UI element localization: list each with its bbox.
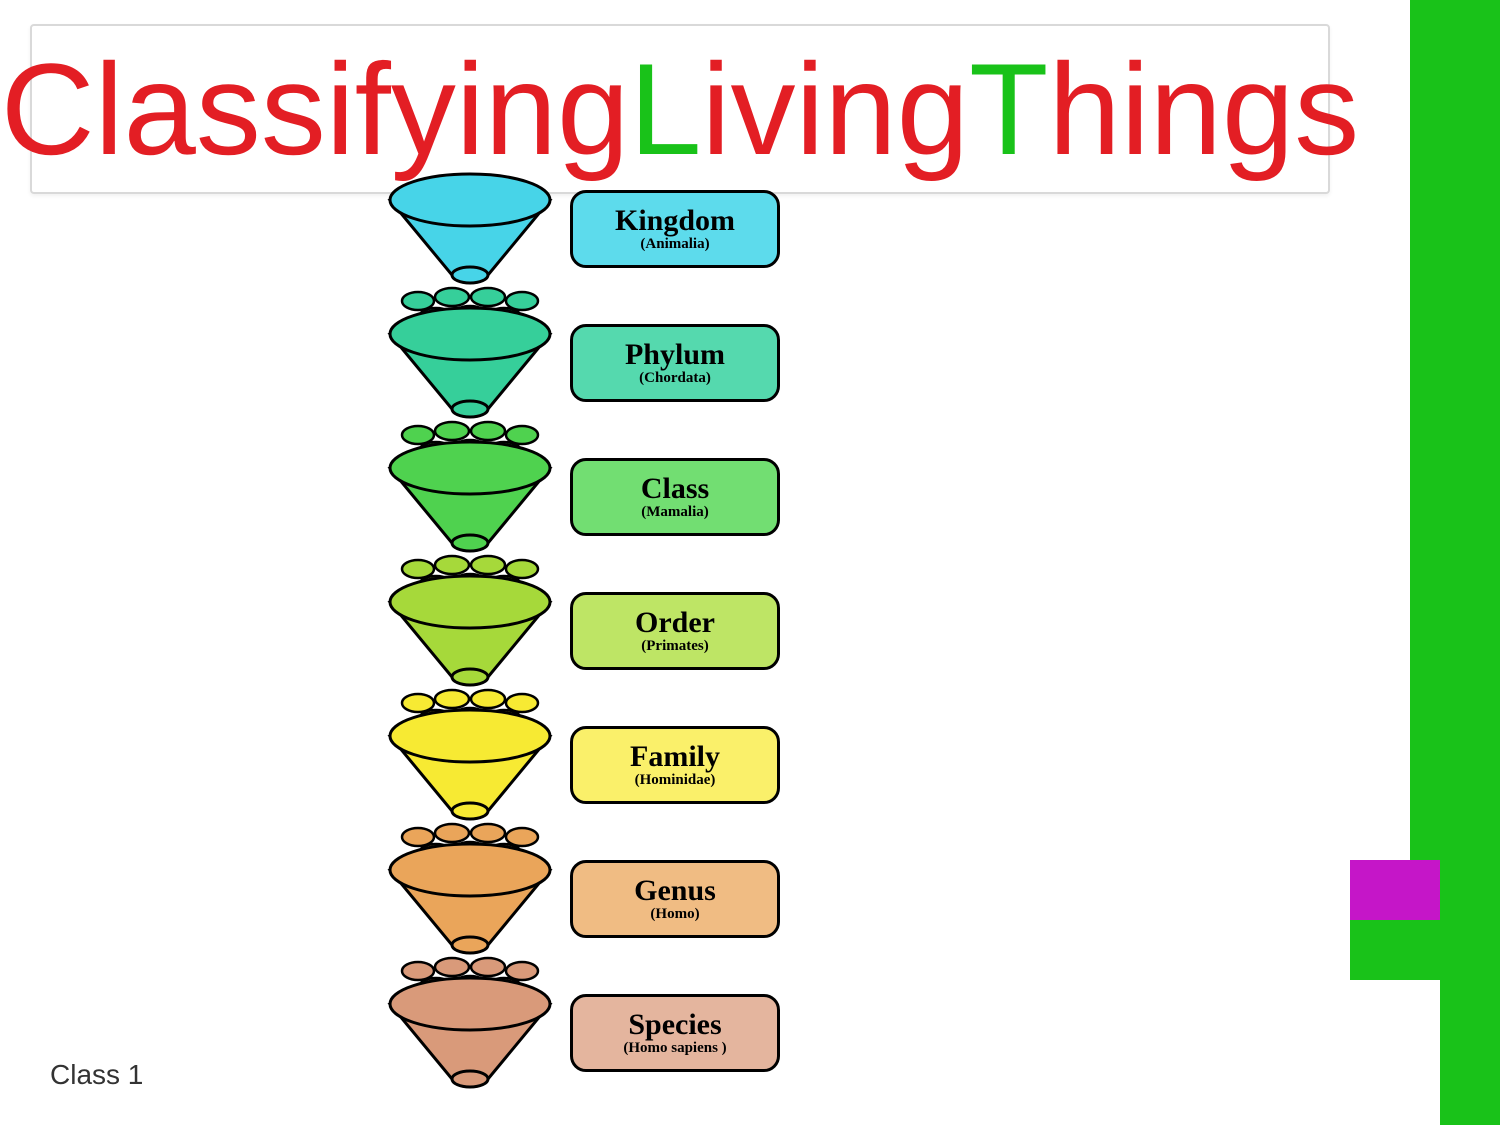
taxonomy-label-box: Order(Primates) bbox=[570, 592, 780, 670]
title-segment: hings bbox=[1048, 44, 1359, 174]
taxonomy-label-box: Family(Hominidae) bbox=[570, 726, 780, 804]
taxonomy-level-title: Genus bbox=[634, 876, 716, 907]
side-bar-green-inner bbox=[1410, 0, 1440, 860]
title-segment: L bbox=[629, 44, 701, 174]
taxonomy-level-sub: (Homo sapiens ) bbox=[623, 1041, 726, 1056]
taxonomy-label-box: Class(Mamalia) bbox=[570, 458, 780, 536]
taxonomy-level-kingdom: Kingdom(Animalia) bbox=[370, 180, 790, 314]
side-bar-magenta bbox=[1350, 860, 1440, 920]
taxonomy-level-title: Kingdom bbox=[615, 206, 735, 237]
taxonomy-label-box: Genus(Homo) bbox=[570, 860, 780, 938]
taxonomy-level-family: Family(Hominidae) bbox=[370, 716, 790, 850]
taxonomy-level-phylum: Phylum(Chordata) bbox=[370, 314, 790, 448]
taxonomy-level-sub: (Primates) bbox=[641, 639, 708, 654]
side-bar-green-below bbox=[1350, 920, 1440, 980]
taxonomy-diagram: Kingdom(Animalia) Phylum(Chordata) Class(M… bbox=[370, 180, 790, 1118]
title-box: Classifying Living Things bbox=[30, 24, 1330, 194]
side-bar-green-right bbox=[1440, 0, 1500, 1125]
taxonomy-label-box: Phylum(Chordata) bbox=[570, 324, 780, 402]
taxonomy-level-class: Class(Mamalia) bbox=[370, 448, 790, 582]
taxonomy-level-title: Order bbox=[635, 608, 715, 639]
taxonomy-level-title: Class bbox=[641, 474, 709, 505]
taxonomy-level-genus: Genus(Homo) bbox=[370, 850, 790, 984]
footer-label: Class 1 bbox=[50, 1059, 143, 1091]
taxonomy-level-title: Species bbox=[628, 1010, 721, 1041]
taxonomy-level-sub: (Animalia) bbox=[640, 237, 709, 252]
title-segment: iving bbox=[702, 44, 969, 174]
page-title: Classifying Living Things bbox=[1, 44, 1359, 174]
taxonomy-level-sub: (Hominidae) bbox=[635, 773, 716, 788]
taxonomy-level-order: Order(Primates) bbox=[370, 582, 790, 716]
taxonomy-label-box: Species(Homo sapiens ) bbox=[570, 994, 780, 1072]
title-segment: Classifying bbox=[1, 44, 630, 174]
taxonomy-level-title: Phylum bbox=[625, 340, 725, 371]
title-segment: T bbox=[969, 44, 1048, 174]
taxonomy-label-box: Kingdom(Animalia) bbox=[570, 190, 780, 268]
taxonomy-level-sub: (Mamalia) bbox=[641, 505, 708, 520]
taxonomy-level-species: Species(Homo sapiens ) bbox=[370, 984, 790, 1118]
taxonomy-level-sub: (Chordata) bbox=[639, 371, 711, 386]
taxonomy-level-title: Family bbox=[630, 742, 720, 773]
taxonomy-level-sub: (Homo) bbox=[650, 907, 699, 922]
